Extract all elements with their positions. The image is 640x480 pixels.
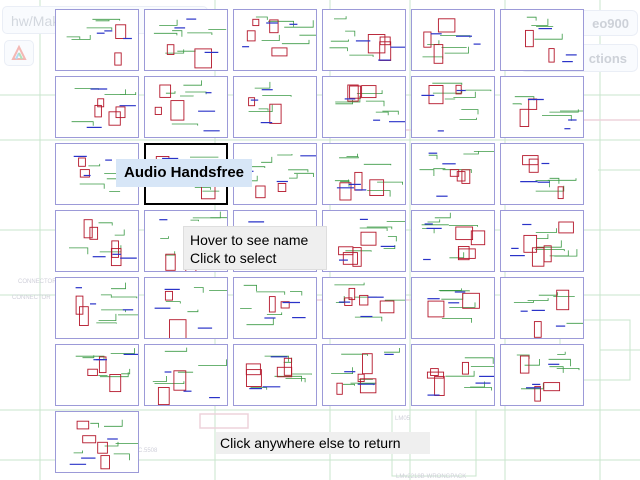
section-thumbnail[interactable]: [322, 143, 406, 205]
section-thumbnail[interactable]: [500, 76, 584, 138]
section-thumbnail[interactable]: [500, 143, 584, 205]
section-thumbnail[interactable]: [144, 277, 228, 339]
schematic-preview: [248, 81, 292, 124]
schematic-preview: [240, 284, 306, 326]
schematic-preview: [520, 155, 577, 200]
schematic-preview: [75, 348, 138, 393]
schematic-preview: [71, 88, 137, 128]
schematic-preview: [242, 16, 316, 57]
section-thumbnail[interactable]: [411, 277, 495, 339]
schematic-preview: [331, 348, 400, 395]
schematic-preview: [154, 287, 227, 338]
section-thumbnail[interactable]: [322, 277, 406, 339]
schematic-preview: [516, 351, 580, 402]
section-thumbnail[interactable]: [55, 411, 139, 473]
section-thumbnail[interactable]: [233, 76, 317, 138]
section-thumbnail[interactable]: [322, 9, 406, 71]
schematic-preview: [421, 82, 492, 132]
section-thumbnail[interactable]: [322, 344, 406, 406]
schematic-preview: [69, 219, 137, 267]
section-thumbnail[interactable]: [411, 76, 495, 138]
section-thumbnail[interactable]: [233, 277, 317, 339]
section-thumbnail[interactable]: [55, 143, 139, 205]
schematic-preview: [427, 288, 480, 323]
schematic-preview: [510, 221, 578, 267]
section-thumbnail[interactable]: [411, 210, 495, 272]
schematic-preview: [153, 18, 227, 69]
section-thumbnail[interactable]: [55, 277, 139, 339]
schematic-preview: [245, 355, 312, 390]
hint-click: Click to select: [190, 250, 277, 266]
schematic-preview: [525, 16, 577, 63]
section-thumbnail[interactable]: [144, 344, 228, 406]
section-thumbnail[interactable]: [55, 9, 139, 71]
schematic-preview: [334, 153, 403, 201]
section-thumbnail[interactable]: [233, 344, 317, 406]
schematic-preview: [513, 289, 583, 338]
hint-box: Hover to see name Click to select: [183, 226, 327, 270]
section-thumbnail[interactable]: [411, 344, 495, 406]
section-thumbnail[interactable]: [500, 277, 584, 339]
schematic-preview: [426, 357, 494, 396]
section-thumbnail[interactable]: [144, 9, 228, 71]
schematic-preview: [152, 347, 227, 405]
section-thumbnail[interactable]: [411, 9, 495, 71]
schematic-preview: [419, 151, 494, 197]
hover-name-label: Audio Handsfree: [116, 159, 252, 187]
schematic-preview: [334, 282, 405, 322]
schematic-preview: [421, 212, 486, 261]
schematic-preview: [422, 18, 481, 64]
section-thumbnail[interactable]: [233, 9, 317, 71]
hint-hover: Hover to see name: [190, 232, 309, 248]
return-hint: Click anywhere else to return: [216, 432, 430, 454]
section-thumbnail[interactable]: [55, 210, 139, 272]
schematic-preview: [512, 96, 583, 130]
schematic-preview: [329, 16, 405, 61]
schematic-preview: [338, 218, 405, 267]
section-thumbnail[interactable]: [500, 210, 584, 272]
section-thumbnail[interactable]: [322, 210, 406, 272]
section-thumbnail[interactable]: [500, 9, 584, 71]
schematic-preview: [154, 80, 220, 132]
schematic-preview: [75, 282, 138, 326]
section-thumbnail[interactable]: [55, 344, 139, 406]
section-thumbnail[interactable]: [55, 76, 139, 138]
schematic-preview: [69, 419, 138, 470]
schematic-preview: [66, 18, 132, 66]
section-thumbnail[interactable]: [144, 76, 228, 138]
schematic-preview: [245, 154, 316, 199]
section-thumbnail[interactable]: [500, 344, 584, 406]
schematic-preview: [335, 84, 405, 123]
section-thumbnail[interactable]: [411, 143, 495, 205]
section-thumbnail[interactable]: [322, 76, 406, 138]
